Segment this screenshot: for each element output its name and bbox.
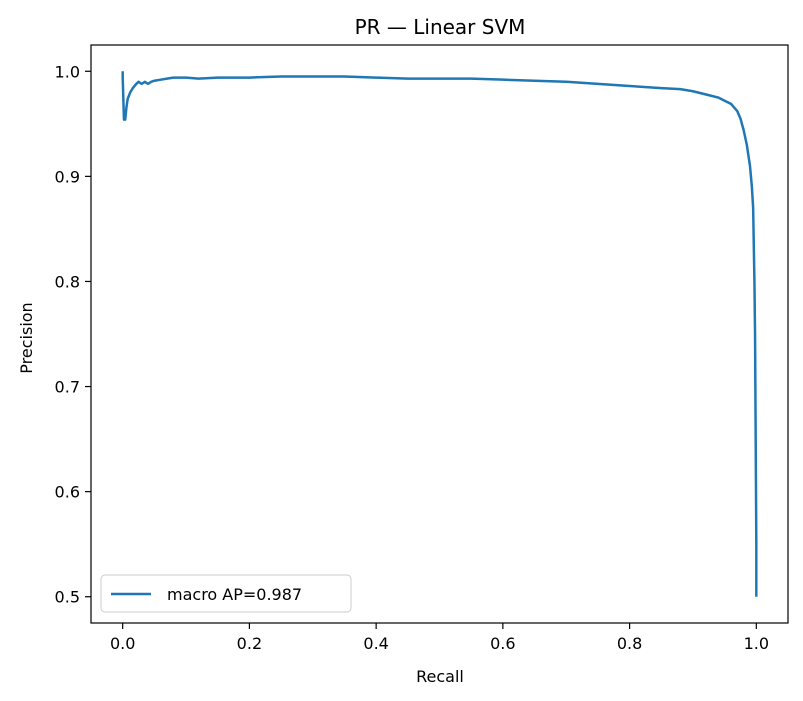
axis-ticks: 0.0 0.2 0.4 0.6 0.8 1.0 0.5 0.6 0.7 0.8 0.9 1.0: [55, 62, 769, 653]
legend: macro AP=0.987: [100, 574, 352, 613]
plot-frame: [90, 44, 789, 624]
series-line-0: [121, 71, 758, 597]
x-tick-label: 0.4: [363, 634, 388, 653]
y-tick-label: 0.5: [55, 588, 80, 607]
legend-box: [100, 574, 352, 613]
plot-area: [90, 44, 789, 624]
x-tick-label: 1.0: [744, 634, 769, 653]
y-tick-label: 1.0: [55, 62, 80, 81]
y-tick-label: 0.8: [55, 272, 80, 291]
y-tick-label: 0.7: [55, 378, 80, 397]
x-tick-label: 0.8: [617, 634, 642, 653]
y-axis-label: Precision: [17, 302, 36, 373]
x-tick-label: 0.2: [237, 634, 262, 653]
y-tick-label: 0.6: [55, 483, 80, 502]
x-axis-label: Recall: [416, 667, 464, 686]
x-tick-label: 0.6: [490, 634, 515, 653]
chart-title: PR — Linear SVM: [355, 15, 526, 39]
x-tick-label: 0.0: [110, 634, 135, 653]
legend-label-macro: macro AP=0.987: [167, 585, 302, 604]
y-tick-label: 0.9: [55, 167, 80, 186]
